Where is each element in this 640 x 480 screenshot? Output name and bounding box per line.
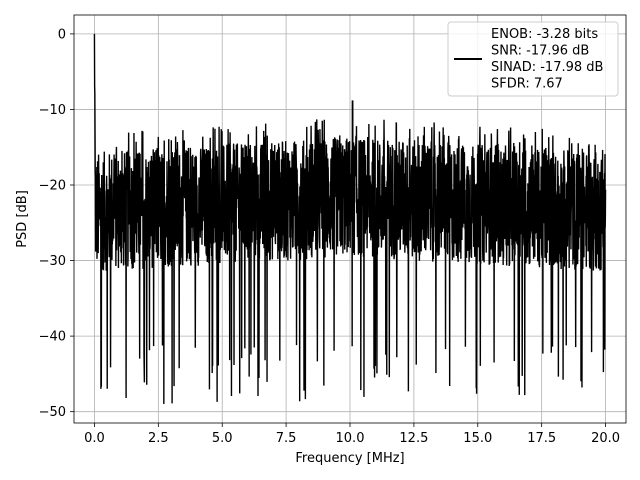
x-tick-label: 5.0 [212, 431, 233, 446]
x-tick-label: 10.0 [336, 431, 365, 446]
x-tick-label: 7.5 [276, 431, 297, 446]
x-axis-ticks: 0.0 2.5 5.0 7.5 10.0 12.5 15.0 17.5 20.0 [84, 423, 620, 446]
x-tick-label: 12.5 [399, 431, 428, 446]
y-tick-label: −30 [39, 254, 66, 269]
y-axis-label: PSD [dB] [15, 190, 30, 248]
legend-snr: SNR: -17.96 dB [491, 44, 589, 59]
y-tick-label: −50 [39, 405, 66, 420]
y-tick-label: −20 [39, 179, 66, 194]
x-tick-label: 15.0 [463, 431, 492, 446]
y-tick-label: −40 [39, 330, 66, 345]
legend-sinad: SINAD: -17.98 dB [491, 60, 603, 75]
psd-trace-line [93, 33, 607, 404]
x-tick-label: 2.5 [148, 431, 169, 446]
x-tick-label: 17.5 [527, 431, 556, 446]
x-tick-label: 0.0 [84, 431, 105, 446]
y-axis-ticks: 0 −10 −20 −30 −40 −50 [39, 27, 74, 420]
x-tick-label: 20.0 [591, 431, 620, 446]
legend-sfdr: SFDR: 7.67 [491, 77, 563, 92]
y-tick-label: −10 [39, 103, 66, 118]
y-tick-label: 0 [58, 27, 66, 42]
legend: ENOB: -3.28 bits SNR: -17.96 dB SINAD: -… [447, 21, 619, 97]
plot-area [93, 33, 607, 404]
legend-enob: ENOB: -3.28 bits [491, 27, 598, 42]
legend-box [447, 21, 619, 97]
x-axis-label: Frequency [MHz] [295, 451, 404, 466]
